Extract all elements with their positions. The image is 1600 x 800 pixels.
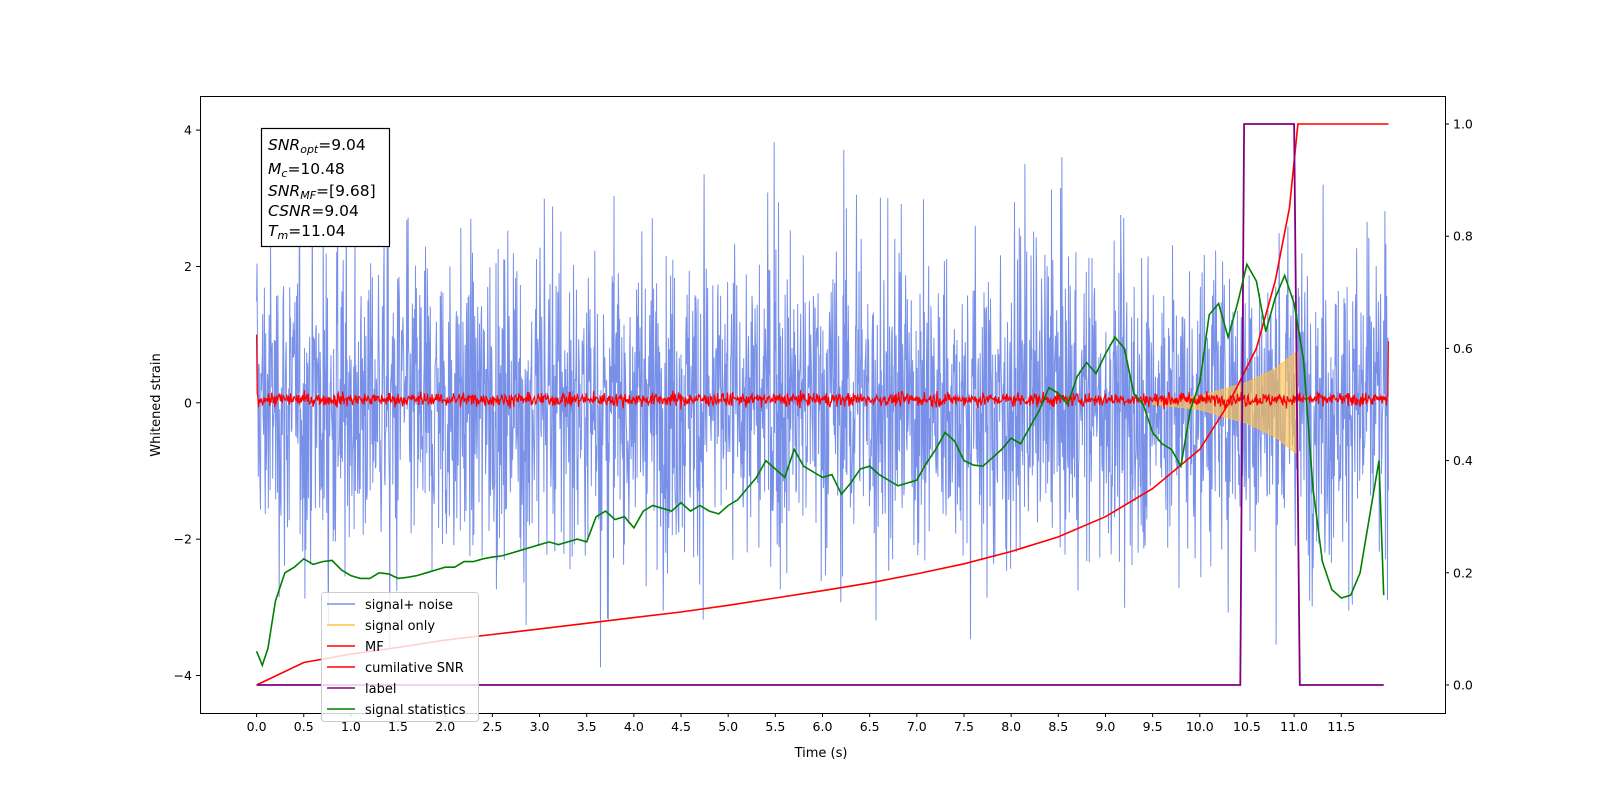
y-tick-label: −4 xyxy=(174,668,192,683)
x-tick-label: 1.0 xyxy=(341,719,361,734)
x-tick-label: 11.0 xyxy=(1280,719,1308,734)
y-tick-label: 0 xyxy=(184,395,192,410)
legend-label-csnr: cumilative SNR xyxy=(365,661,464,676)
y-tick-label: −2 xyxy=(174,532,192,547)
y2-tick-label: 0.4 xyxy=(1453,453,1473,468)
x-tick-label: 5.5 xyxy=(765,719,785,734)
legend-label-mf: MF xyxy=(365,640,384,655)
stat-chirp-mass: Mc=10.48 xyxy=(268,160,345,180)
x-tick-label: 5.0 xyxy=(718,719,738,734)
x-tick-label: 7.0 xyxy=(907,719,927,734)
x-tick-label: 1.5 xyxy=(388,719,408,734)
x-tick-label: 10.0 xyxy=(1186,719,1214,734)
stats-annotation: SNRopt=9.04 Mc=10.48 SNRMF=[9.68] CSNR=9… xyxy=(260,127,391,248)
y2-tick-label: 0.6 xyxy=(1453,341,1473,356)
legend-label-noise: signal+ noise xyxy=(365,598,453,613)
x-tick-label: 2.0 xyxy=(435,719,455,734)
legend: signal+ noise signal only MF cumilative … xyxy=(321,592,479,722)
series-signal-statistics xyxy=(255,262,1385,668)
series-mf xyxy=(256,334,1389,411)
x-tick-label: 3.0 xyxy=(530,719,550,734)
x-tick-label: 6.5 xyxy=(860,719,880,734)
x-tick-label: 11.5 xyxy=(1327,719,1355,734)
legend-label-signal: signal only xyxy=(365,619,435,634)
x-tick-label: 2.5 xyxy=(482,719,502,734)
x-axis-label: Time (s) xyxy=(794,746,848,761)
x-tick-label: 0.0 xyxy=(247,719,267,734)
stat-snr-mf: SNRMF=[9.68] xyxy=(268,182,376,202)
x-tick-label: 3.5 xyxy=(577,719,597,734)
x-tick-label: 6.0 xyxy=(813,719,833,734)
y-tick-label: 4 xyxy=(184,123,192,138)
stat-merger-time: Tm=11.04 xyxy=(268,222,346,242)
y-tick-label: 2 xyxy=(184,259,192,274)
x-tick-label: 4.0 xyxy=(624,719,644,734)
y2-tick-label: 0.0 xyxy=(1453,677,1473,692)
x-tick-label: 10.5 xyxy=(1233,719,1261,734)
x-tick-label: 9.5 xyxy=(1143,719,1163,734)
stat-snr-opt: SNRopt=9.04 xyxy=(268,136,366,156)
series-signal-noise xyxy=(256,142,1389,668)
axis-ticks: 0.0 0.5 1.0 1.5 2.0 2.5 3.0 3.5 4.0 4.5 5.0 5.5 6.0 6… xyxy=(174,117,1473,734)
stat-csnr: CSNR=9.04 xyxy=(268,202,359,220)
x-tick-label: 8.0 xyxy=(1001,719,1021,734)
legend-frame xyxy=(321,592,479,722)
x-tick-label: 8.5 xyxy=(1048,719,1068,734)
x-tick-label: 7.5 xyxy=(954,719,974,734)
legend-label-label: label xyxy=(365,682,396,697)
y2-tick-label: 1.0 xyxy=(1453,117,1473,132)
y-axis-label: Whitened strain xyxy=(149,353,164,456)
y2-tick-label: 0.2 xyxy=(1453,565,1473,580)
x-tick-label: 9.0 xyxy=(1096,719,1116,734)
y2-tick-label: 0.8 xyxy=(1453,229,1473,244)
x-tick-label: 0.5 xyxy=(294,719,314,734)
plot-area xyxy=(255,123,1389,686)
series-label xyxy=(256,123,1384,686)
x-tick-label: 4.5 xyxy=(671,719,691,734)
legend-label-stats: signal statistics xyxy=(365,703,466,718)
stats-annotation-box xyxy=(260,127,391,248)
